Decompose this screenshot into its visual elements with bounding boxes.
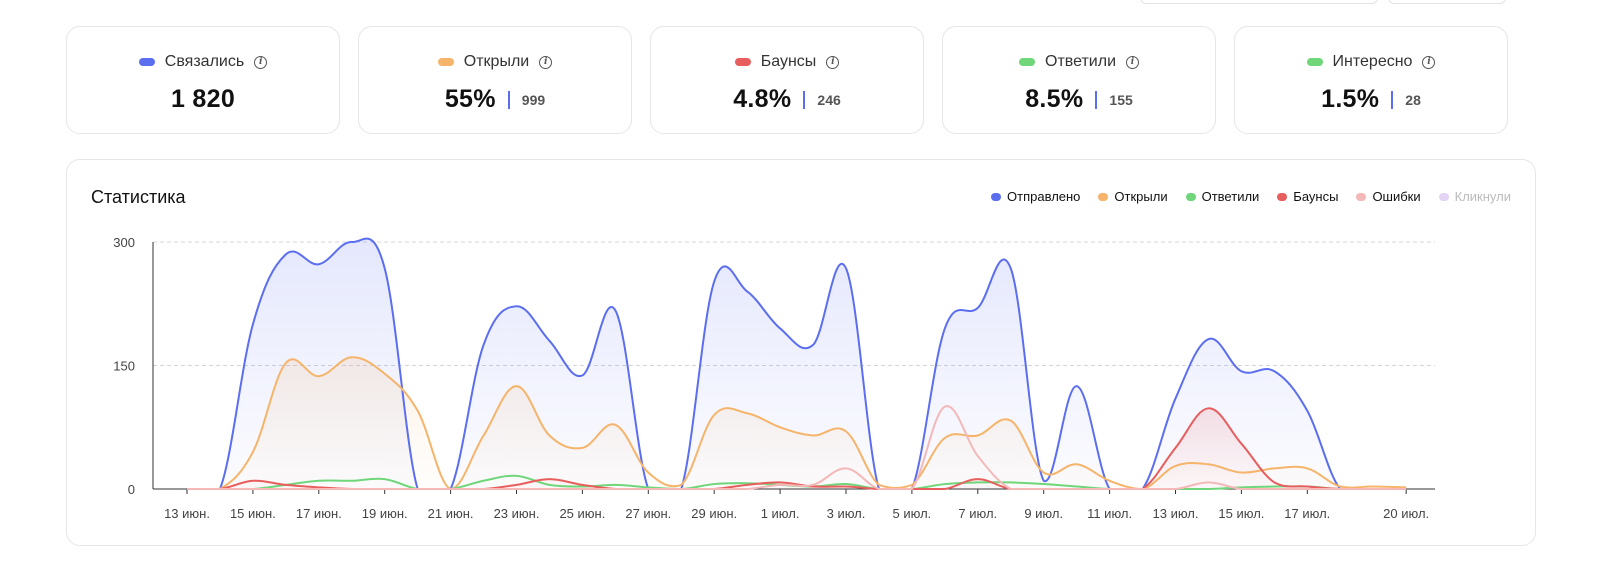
info-icon[interactable]: i — [1422, 55, 1436, 69]
x-tick-label: 21 июн. — [428, 506, 474, 521]
card-label: Открыли — [463, 53, 530, 70]
chart-legend: Отправлено Открыли Ответили Баунсы Ошибки Кли… — [991, 189, 1511, 204]
series-line — [187, 405, 1407, 490]
panel-title: Статистика — [91, 187, 186, 207]
legend-item[interactable]: Кликнули — [1438, 189, 1511, 204]
info-icon[interactable]: i — [826, 55, 840, 69]
card-value: 1 820 — [170, 85, 236, 113]
interested-color-marker — [1306, 58, 1323, 66]
card-interested: Интересно i 1.5% 28 — [1234, 26, 1508, 134]
legend-label: Открыли — [1114, 189, 1168, 204]
legend-label: Отправлено — [1007, 189, 1081, 204]
x-tick-label: 3 июл. — [827, 506, 866, 521]
x-tick-label: 7 июл. — [958, 506, 997, 521]
card-bounces: Баунсы i 4.8% 246 — [650, 26, 924, 134]
x-tick-label: 9 июл. — [1024, 506, 1063, 521]
bounces-color-marker — [734, 58, 751, 66]
legend-item[interactable]: Ответили — [1185, 189, 1260, 204]
legend-item[interactable]: Баунсы — [1277, 189, 1338, 204]
card-value: 4.8% — [733, 85, 792, 113]
value-separator — [1391, 90, 1394, 109]
x-tick-label: 15 июл. — [1218, 506, 1264, 521]
replied-color-marker — [1019, 58, 1035, 66]
card-label: Интересно — [1332, 53, 1413, 70]
x-tick-label: 25 июн. — [559, 506, 605, 521]
x-tick-label: 5 июл. — [893, 506, 932, 521]
legend-color-dot — [1098, 192, 1109, 201]
card-count: 246 — [817, 91, 841, 108]
card-value: 1.5% — [1321, 85, 1380, 113]
legend-label: Ответили — [1201, 189, 1260, 204]
card-value: 8.5% — [1025, 85, 1084, 113]
card-count: 155 — [1109, 91, 1133, 108]
card-label: Баунсы — [760, 53, 817, 70]
series-area — [187, 357, 1407, 489]
x-tick-label: 13 июн. — [164, 506, 210, 521]
card-label: Связались — [164, 53, 245, 70]
x-tick-label: 29 июн. — [691, 506, 737, 521]
legend-color-dot — [991, 192, 1002, 201]
x-tick-label: 15 июн. — [230, 506, 276, 521]
legend-label: Кликнули — [1454, 189, 1511, 204]
y-tick-label: 0 — [128, 482, 135, 497]
legend-color-dot — [1277, 192, 1288, 201]
value-separator — [507, 90, 510, 109]
card-opened: Открыли i 55% 999 — [358, 26, 632, 134]
legend-color-dot — [1185, 192, 1196, 201]
contacted-color-marker — [138, 58, 155, 66]
opened-color-marker — [437, 58, 454, 66]
card-label: Ответили — [1045, 53, 1116, 70]
y-tick-label: 300 — [113, 235, 135, 250]
x-tick-label: 11 июл. — [1087, 506, 1132, 521]
stats-cards: Связались i 1 820 Открыли i 55% 999 Баун… — [66, 26, 1536, 136]
x-tick-label: 17 июл. — [1284, 506, 1330, 521]
info-icon[interactable]: i — [254, 55, 268, 69]
legend-color-dot — [1356, 192, 1367, 201]
value-separator — [803, 90, 806, 109]
legend-color-dot — [1438, 192, 1449, 201]
series-line — [187, 356, 1407, 490]
x-tick-label: 13 июл. — [1153, 506, 1199, 521]
x-tick-label: 27 июн. — [625, 506, 671, 521]
card-replied: Ответили i 8.5% 155 — [942, 26, 1216, 134]
x-tick-label: 17 июн. — [296, 506, 342, 521]
legend-item[interactable]: Ошибки — [1356, 189, 1421, 204]
info-icon[interactable]: i — [539, 55, 553, 69]
x-tick-label: 23 июн. — [494, 506, 540, 521]
series-line — [187, 237, 1407, 490]
info-icon[interactable]: i — [1126, 55, 1139, 69]
legend-label: Баунсы — [1293, 189, 1339, 204]
card-count: 28 — [1405, 91, 1421, 108]
x-tick-label: 19 июн. — [362, 506, 408, 521]
legend-item[interactable]: Открыли — [1098, 189, 1168, 204]
card-count: 999 — [521, 91, 546, 108]
card-value: 55% — [444, 85, 496, 113]
value-separator — [1095, 90, 1098, 109]
y-tick-label: 150 — [113, 359, 135, 374]
x-tick-label: 20 июл. — [1383, 506, 1429, 521]
legend-item[interactable]: Отправлено — [991, 189, 1080, 204]
x-tick-label: 1 июл. — [761, 506, 800, 521]
legend-label: Ошибки — [1372, 189, 1421, 204]
card-contacted: Связались i 1 820 — [66, 26, 340, 134]
